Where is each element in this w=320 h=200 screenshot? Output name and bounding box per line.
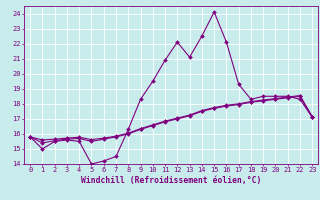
X-axis label: Windchill (Refroidissement éolien,°C): Windchill (Refroidissement éolien,°C) bbox=[81, 176, 261, 185]
